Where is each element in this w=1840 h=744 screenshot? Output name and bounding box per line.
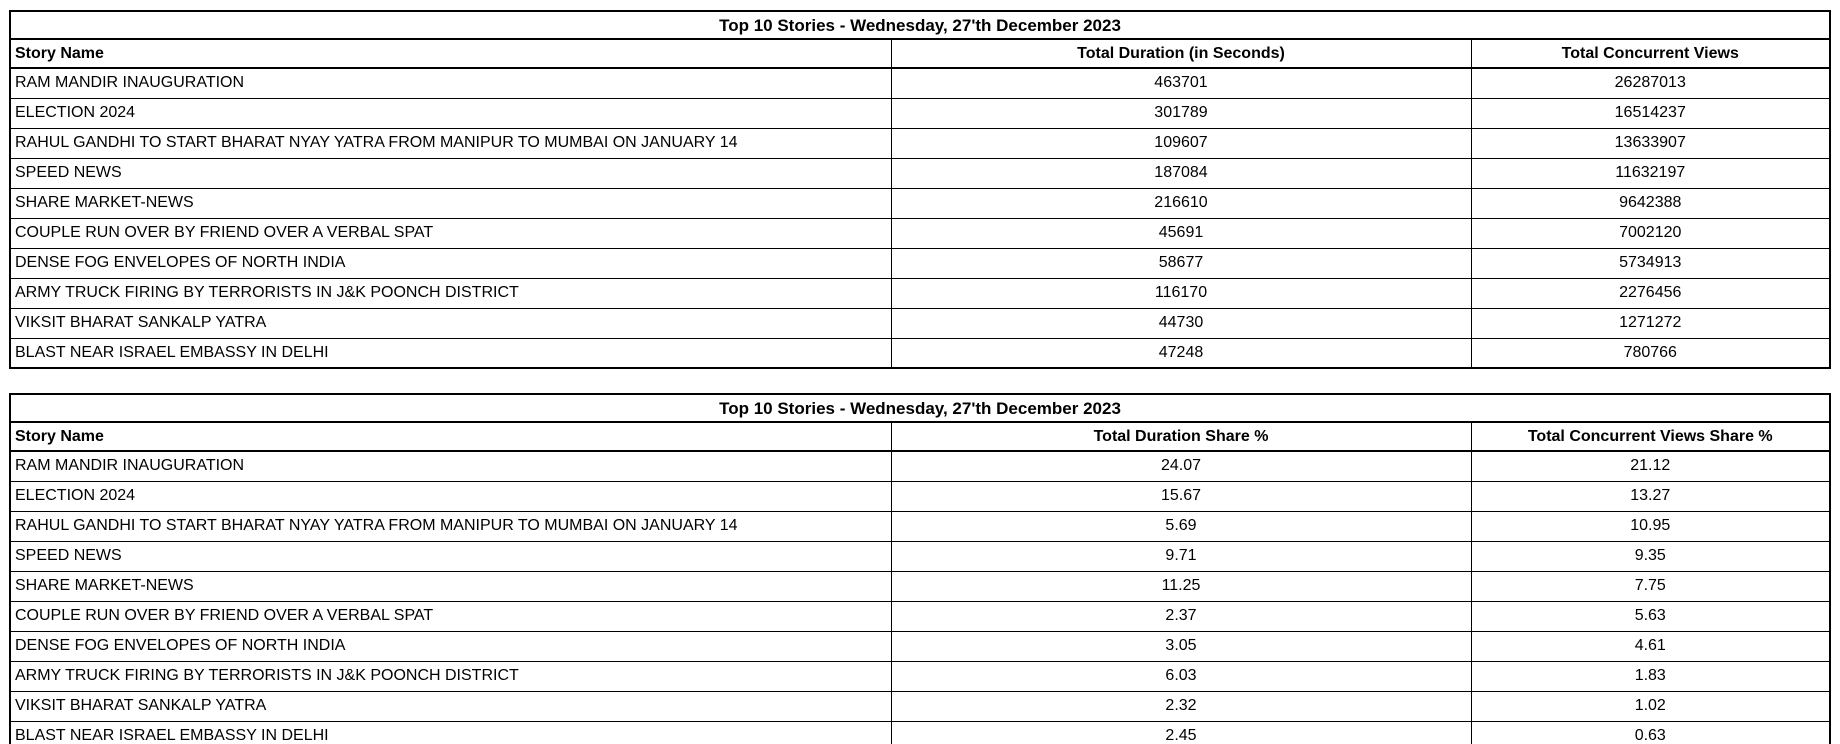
table-body: RAM MANDIR INAUGURATION 463701 26287013 ELE… — [9, 67, 1831, 369]
metric-2-cell: 5.63 — [1470, 600, 1831, 632]
story-name-cell: ELECTION 2024 — [9, 480, 892, 512]
table-row: RAHUL GANDHI TO START BHARAT NYAY YATRA … — [9, 510, 1831, 542]
table-row: BLAST NEAR ISRAEL EMBASSY IN DELHI 2.45 0.… — [9, 720, 1831, 744]
column-header-story-name: Story Name — [9, 38, 892, 69]
story-name-cell: SHARE MARKET-NEWS — [9, 570, 892, 602]
table-row: BLAST NEAR ISRAEL EMBASSY IN DELHI 47248 7… — [9, 337, 1831, 369]
table-title: Top 10 Stories - Wednesday, 27'th Decemb… — [9, 10, 1831, 40]
story-name-cell: SPEED NEWS — [9, 540, 892, 572]
table-row: ELECTION 2024 301789 16514237 — [9, 97, 1831, 129]
table-header-row: Story Name Total Duration Share % Total … — [9, 421, 1831, 452]
metric-1-cell: 187084 — [890, 157, 1472, 189]
story-name-cell: BLAST NEAR ISRAEL EMBASSY IN DELHI — [9, 337, 892, 369]
story-name-cell: DENSE FOG ENVELOPES OF NORTH INDIA — [9, 247, 892, 279]
metric-1-cell: 44730 — [890, 307, 1472, 339]
table-row: SHARE MARKET-NEWS 216610 9642388 — [9, 187, 1831, 219]
table-row: ELECTION 2024 15.67 13.27 — [9, 480, 1831, 512]
metric-1-cell: 47248 — [890, 337, 1472, 369]
story-name-cell: ARMY TRUCK FIRING BY TERRORISTS IN J&K P… — [9, 277, 892, 309]
metric-2-cell: 780766 — [1470, 337, 1831, 369]
table-row: RAHUL GANDHI TO START BHARAT NYAY YATRA … — [9, 127, 1831, 159]
story-name-cell: DENSE FOG ENVELOPES OF NORTH INDIA — [9, 630, 892, 662]
metric-1-cell: 109607 — [890, 127, 1472, 159]
table-row: VIKSIT BHARAT SANKALP YATRA 44730 1271272 — [9, 307, 1831, 339]
table-row: SHARE MARKET-NEWS 11.25 7.75 — [9, 570, 1831, 602]
table-row: DENSE FOG ENVELOPES OF NORTH INDIA 3.05 4.… — [9, 630, 1831, 662]
metric-2-cell: 9.35 — [1470, 540, 1831, 572]
metric-1-cell: 45691 — [890, 217, 1472, 249]
metric-1-cell: 116170 — [890, 277, 1472, 309]
story-name-cell: RAHUL GANDHI TO START BHARAT NYAY YATRA … — [9, 127, 892, 159]
table-row: COUPLE RUN OVER BY FRIEND OVER A VERBAL … — [9, 217, 1831, 249]
metric-1-cell: 6.03 — [890, 660, 1472, 692]
story-name-cell: RAM MANDIR INAUGURATION — [9, 67, 892, 99]
metric-1-cell: 58677 — [890, 247, 1472, 279]
metric-2-cell: 2276456 — [1470, 277, 1831, 309]
metric-2-cell: 7.75 — [1470, 570, 1831, 602]
story-name-cell: ELECTION 2024 — [9, 97, 892, 129]
metric-1-cell: 463701 — [890, 67, 1472, 99]
metric-2-cell: 11632197 — [1470, 157, 1831, 189]
story-name-cell: SHARE MARKET-NEWS — [9, 187, 892, 219]
column-header-story-name: Story Name — [9, 421, 892, 452]
metric-1-cell: 2.45 — [890, 720, 1472, 744]
metric-2-cell: 16514237 — [1470, 97, 1831, 129]
metric-1-cell: 2.32 — [890, 690, 1472, 722]
column-header-total-duration: Total Duration (in Seconds) — [890, 38, 1472, 69]
table-row: VIKSIT BHARAT SANKALP YATRA 2.32 1.02 — [9, 690, 1831, 722]
top-stories-duration-views-table: Top 10 Stories - Wednesday, 27'th Decemb… — [9, 10, 1832, 369]
column-header-total-concurrent-views: Total Concurrent Views — [1470, 38, 1831, 69]
metric-2-cell: 10.95 — [1470, 510, 1831, 542]
story-name-cell: VIKSIT BHARAT SANKALP YATRA — [9, 307, 892, 339]
metric-2-cell: 1.02 — [1470, 690, 1831, 722]
story-name-cell: ARMY TRUCK FIRING BY TERRORISTS IN J&K P… — [9, 660, 892, 692]
story-name-cell: VIKSIT BHARAT SANKALP YATRA — [9, 690, 892, 722]
table-title-row: Top 10 Stories - Wednesday, 27'th Decemb… — [9, 10, 1831, 40]
table-title-row: Top 10 Stories - Wednesday, 27'th Decemb… — [9, 393, 1831, 423]
metric-1-cell: 5.69 — [890, 510, 1472, 542]
story-name-cell: BLAST NEAR ISRAEL EMBASSY IN DELHI — [9, 720, 892, 744]
metric-2-cell: 1271272 — [1470, 307, 1831, 339]
metric-2-cell: 5734913 — [1470, 247, 1831, 279]
table-row: SPEED NEWS 9.71 9.35 — [9, 540, 1831, 572]
story-name-cell: RAHUL GANDHI TO START BHARAT NYAY YATRA … — [9, 510, 892, 542]
table-row: ARMY TRUCK FIRING BY TERRORISTS IN J&K P… — [9, 277, 1831, 309]
metric-2-cell: 13633907 — [1470, 127, 1831, 159]
table-row: COUPLE RUN OVER BY FRIEND OVER A VERBAL … — [9, 600, 1831, 632]
metric-2-cell: 1.83 — [1470, 660, 1831, 692]
metric-1-cell: 216610 — [890, 187, 1472, 219]
metric-1-cell: 9.71 — [890, 540, 1472, 572]
table-row: DENSE FOG ENVELOPES OF NORTH INDIA 58677 5… — [9, 247, 1831, 279]
table-header-row: Story Name Total Duration (in Seconds) T… — [9, 38, 1831, 69]
metric-2-cell: 0.63 — [1470, 720, 1831, 744]
metric-2-cell: 21.12 — [1470, 450, 1831, 482]
column-header-concurrent-views-share-percent: Total Concurrent Views Share % — [1470, 421, 1831, 452]
table-row: SPEED NEWS 187084 11632197 — [9, 157, 1831, 189]
metric-2-cell: 4.61 — [1470, 630, 1831, 662]
metric-1-cell: 2.37 — [890, 600, 1472, 632]
table-title: Top 10 Stories - Wednesday, 27'th Decemb… — [9, 393, 1831, 423]
metric-1-cell: 11.25 — [890, 570, 1472, 602]
metric-1-cell: 15.67 — [890, 480, 1472, 512]
table-body: RAM MANDIR INAUGURATION 24.07 21.12 ELECTIO… — [9, 450, 1831, 744]
column-header-duration-share-percent: Total Duration Share % — [890, 421, 1472, 452]
story-name-cell: RAM MANDIR INAUGURATION — [9, 450, 892, 482]
table-row: RAM MANDIR INAUGURATION 463701 26287013 — [9, 67, 1831, 99]
metric-2-cell: 7002120 — [1470, 217, 1831, 249]
table-row: RAM MANDIR INAUGURATION 24.07 21.12 — [9, 450, 1831, 482]
story-name-cell: SPEED NEWS — [9, 157, 892, 189]
metric-2-cell: 9642388 — [1470, 187, 1831, 219]
metric-2-cell: 26287013 — [1470, 67, 1831, 99]
metric-1-cell: 24.07 — [890, 450, 1472, 482]
metric-2-cell: 13.27 — [1470, 480, 1831, 512]
story-name-cell: COUPLE RUN OVER BY FRIEND OVER A VERBAL … — [9, 600, 892, 632]
metric-1-cell: 301789 — [890, 97, 1472, 129]
table-row: ARMY TRUCK FIRING BY TERRORISTS IN J&K P… — [9, 660, 1831, 692]
story-name-cell: COUPLE RUN OVER BY FRIEND OVER A VERBAL … — [9, 217, 892, 249]
top-stories-share-percent-table: Top 10 Stories - Wednesday, 27'th Decemb… — [9, 393, 1832, 744]
metric-1-cell: 3.05 — [890, 630, 1472, 662]
